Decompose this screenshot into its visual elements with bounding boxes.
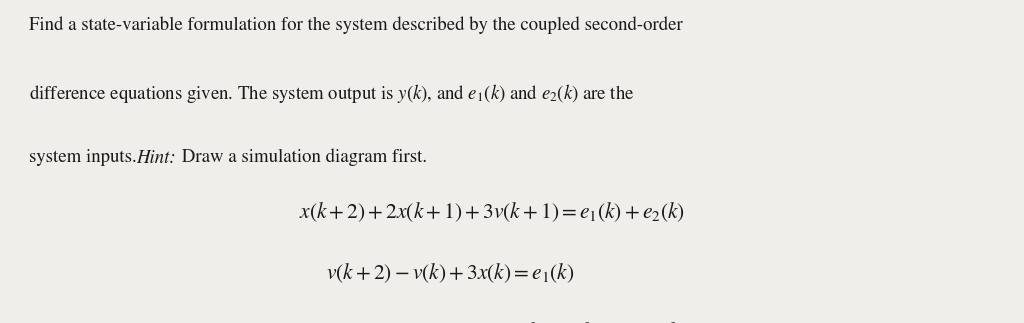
Text: $x(k+2)+2x(k+1)+3v(k+1)=e_1(k)+e_2(k)$: $x(k+2)+2x(k+1)+3v(k+1)=e_1(k)+e_2(k)$ (299, 200, 684, 224)
Text: Draw a simulation diagram first.: Draw a simulation diagram first. (177, 149, 427, 166)
Text: Hint:: Hint: (136, 149, 176, 167)
Text: $v(k+2)-v(k)+3x(k)=e_1(k)$: $v(k+2)-v(k)+3x(k)=e_1(k)$ (327, 262, 574, 285)
Text: $y(k)=v(k+2)-x(k+1)$: $y(k)=v(k+2)-x(k+1)$ (511, 320, 718, 323)
Text: system inputs.: system inputs. (29, 149, 141, 166)
Text: difference equations given. The system output is $y(k)$, and $e_1(k)$ and $e_2(k: difference equations given. The system o… (29, 82, 634, 105)
Text: Find a state-variable formulation for the system described by the coupled second: Find a state-variable formulation for th… (29, 16, 682, 34)
